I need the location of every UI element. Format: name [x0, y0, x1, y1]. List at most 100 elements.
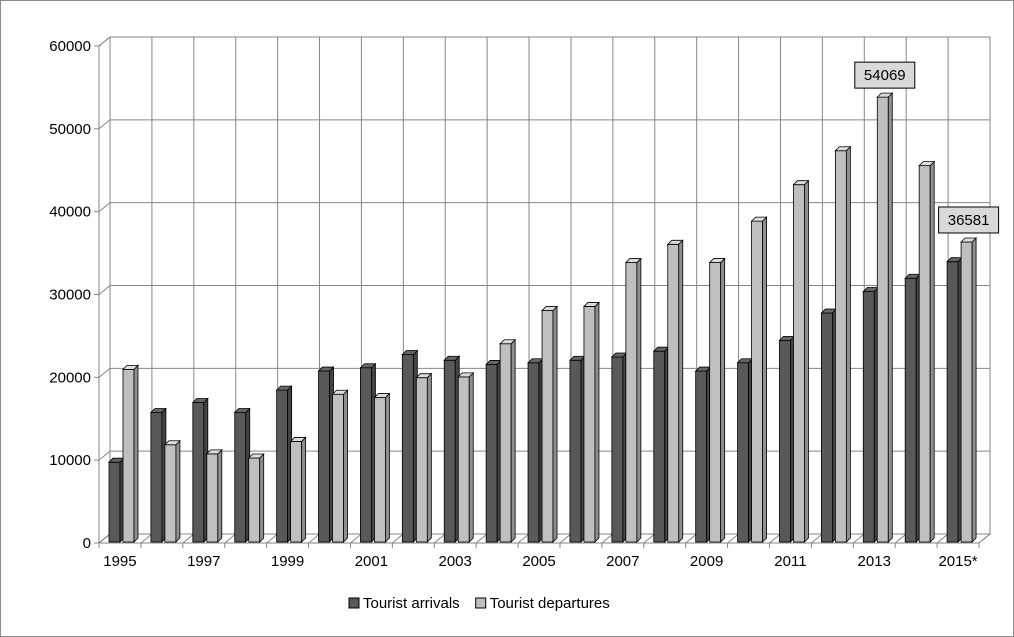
legend-item: Tourist departures — [475, 595, 610, 612]
bar-front — [904, 277, 917, 543]
bar-side — [720, 257, 726, 543]
x-tick-label: 2011 — [774, 553, 806, 570]
bar-front — [192, 402, 205, 543]
bar — [694, 366, 712, 543]
bar — [359, 362, 377, 543]
bar-front — [332, 393, 344, 543]
floor-gridline — [769, 533, 781, 544]
y-tick-label: 0 — [83, 535, 91, 552]
floor-gridline — [894, 533, 907, 544]
bar-front — [234, 412, 247, 543]
bar-front — [318, 370, 330, 543]
bar — [401, 349, 419, 543]
bar-top — [457, 372, 475, 378]
bar-front — [541, 310, 554, 543]
bar — [191, 397, 209, 543]
floor-gridline — [475, 533, 488, 544]
bar-top — [876, 92, 894, 98]
bar-top — [359, 363, 377, 369]
data-label: 36581 — [938, 206, 1000, 234]
bar-front — [876, 96, 889, 543]
bar-side — [343, 389, 348, 543]
bar-top — [122, 364, 139, 370]
bar-front — [820, 312, 833, 543]
bar-side — [552, 305, 558, 543]
bar-front — [276, 389, 289, 543]
bar-side — [510, 338, 516, 543]
legend-label: Tourist departures — [490, 595, 610, 612]
bar-front — [960, 241, 973, 543]
bar-front — [374, 397, 386, 543]
bar-top — [247, 453, 265, 459]
bar-top — [708, 258, 726, 263]
bar-front — [206, 453, 219, 543]
bar-side — [594, 301, 600, 543]
bar-top — [149, 408, 167, 413]
bar — [205, 448, 223, 543]
bar — [652, 346, 670, 543]
y-tick-label: 20000 — [49, 369, 91, 386]
x-tick-label: 2001 — [355, 553, 388, 570]
bar-top — [666, 239, 684, 245]
bar — [778, 335, 796, 543]
bar-side — [217, 448, 223, 543]
bar-front — [625, 262, 638, 543]
bar-top — [792, 180, 810, 186]
bar — [275, 385, 293, 543]
bar — [610, 352, 628, 543]
bar — [904, 273, 922, 543]
bar-top — [233, 408, 251, 413]
y-tick-label: 10000 — [49, 452, 91, 469]
bar — [666, 239, 684, 543]
bar — [443, 355, 461, 543]
floor-gridline — [98, 533, 111, 544]
bar — [331, 389, 349, 543]
bar-front — [415, 377, 428, 543]
bar-top — [960, 237, 978, 243]
floor-gridline — [350, 533, 362, 544]
side-gridline — [98, 285, 111, 295]
bar — [317, 366, 335, 543]
y-tick-label: 60000 — [49, 38, 91, 55]
bar — [792, 179, 810, 543]
bar — [708, 257, 726, 543]
floor-gridline — [182, 533, 195, 544]
bar — [289, 436, 307, 543]
bar-front — [709, 262, 722, 543]
bar-top — [415, 373, 433, 379]
bar-front — [569, 359, 582, 543]
bar-top — [834, 146, 852, 152]
floor-gridline — [852, 533, 865, 544]
bar — [499, 338, 517, 543]
floor-gridline — [685, 533, 697, 544]
floor-gridline — [811, 533, 823, 544]
bar-top — [163, 440, 181, 446]
x-tick-label: 2009 — [690, 553, 723, 570]
legend-label: Tourist arrivals — [363, 595, 460, 612]
bar-front — [164, 444, 177, 543]
bar-front — [108, 461, 121, 543]
bar — [876, 92, 894, 543]
bar — [862, 286, 880, 543]
bar-top — [918, 161, 936, 167]
floor-gridline — [601, 533, 614, 544]
y-tick-label: 50000 — [49, 121, 91, 138]
x-tick-label: 1999 — [271, 553, 304, 570]
bar-top — [191, 398, 209, 403]
bar-top — [499, 339, 517, 345]
data-label: 54069 — [854, 61, 916, 89]
floor-gridline — [392, 533, 404, 544]
bar-front — [443, 359, 456, 543]
bar — [247, 453, 265, 543]
bar-front — [401, 354, 414, 543]
bar-top — [317, 366, 335, 372]
bar-side — [678, 239, 684, 543]
bar-side — [426, 372, 432, 543]
bar-front — [248, 457, 261, 543]
data-label-text: 54069 — [864, 67, 906, 84]
bar — [946, 256, 964, 543]
bar-top — [582, 302, 600, 307]
floor-gridline — [978, 533, 991, 544]
bar-side — [259, 453, 265, 543]
